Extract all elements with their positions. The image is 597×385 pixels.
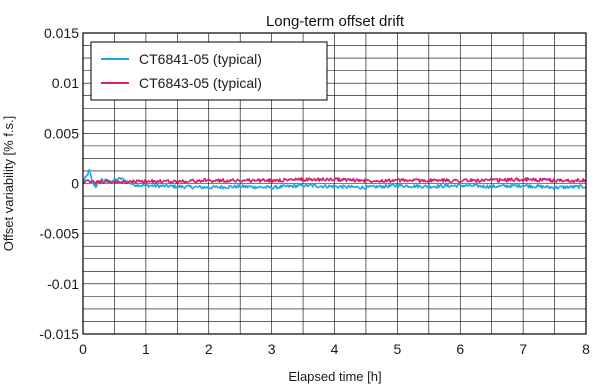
chart-title: Long-term offset drift xyxy=(266,13,405,30)
series-layer xyxy=(82,168,587,191)
x-axis-label: Elapsed time [h] xyxy=(288,369,381,384)
legend-label-2: CT6843-05 (typical) xyxy=(139,75,262,91)
x-tick-label: 0 xyxy=(79,341,87,357)
y-tick-label: -0.005 xyxy=(39,226,79,242)
y-tick-label: -0.01 xyxy=(47,276,79,292)
x-tick-label: 4 xyxy=(331,341,339,357)
x-tick-label: 6 xyxy=(456,341,464,357)
y-tick-label: 0.01 xyxy=(52,75,79,91)
x-tick-label: 7 xyxy=(519,341,527,357)
y-axis-label: Offset variability [% f.s.] xyxy=(1,116,16,252)
x-tick-labels: 0 1 2 3 4 5 6 7 8 xyxy=(79,341,590,357)
y-tick-label: 0.005 xyxy=(44,125,79,141)
legend: CT6841-05 (typical) CT6843-05 (typical) xyxy=(90,41,328,101)
legend-label-1: CT6841-05 (typical) xyxy=(139,51,262,67)
y-tick-label: 0.015 xyxy=(44,25,79,41)
x-tick-label: 5 xyxy=(393,341,401,357)
x-tick-label: 3 xyxy=(268,341,276,357)
plot-frame xyxy=(82,32,587,335)
series-line-1 xyxy=(82,168,587,191)
x-tick-label: 2 xyxy=(205,341,213,357)
y-tick-labels: 0.015 0.01 0.005 0 -0.005 -0.01 -0.015 xyxy=(39,25,79,342)
y-tick-label: 0 xyxy=(71,176,79,192)
x-tick-label: 8 xyxy=(582,341,590,357)
series-line-2 xyxy=(82,177,587,186)
y-tick-label: -0.015 xyxy=(39,326,79,342)
legend-box xyxy=(90,41,328,101)
x-tick-label: 1 xyxy=(142,341,150,357)
